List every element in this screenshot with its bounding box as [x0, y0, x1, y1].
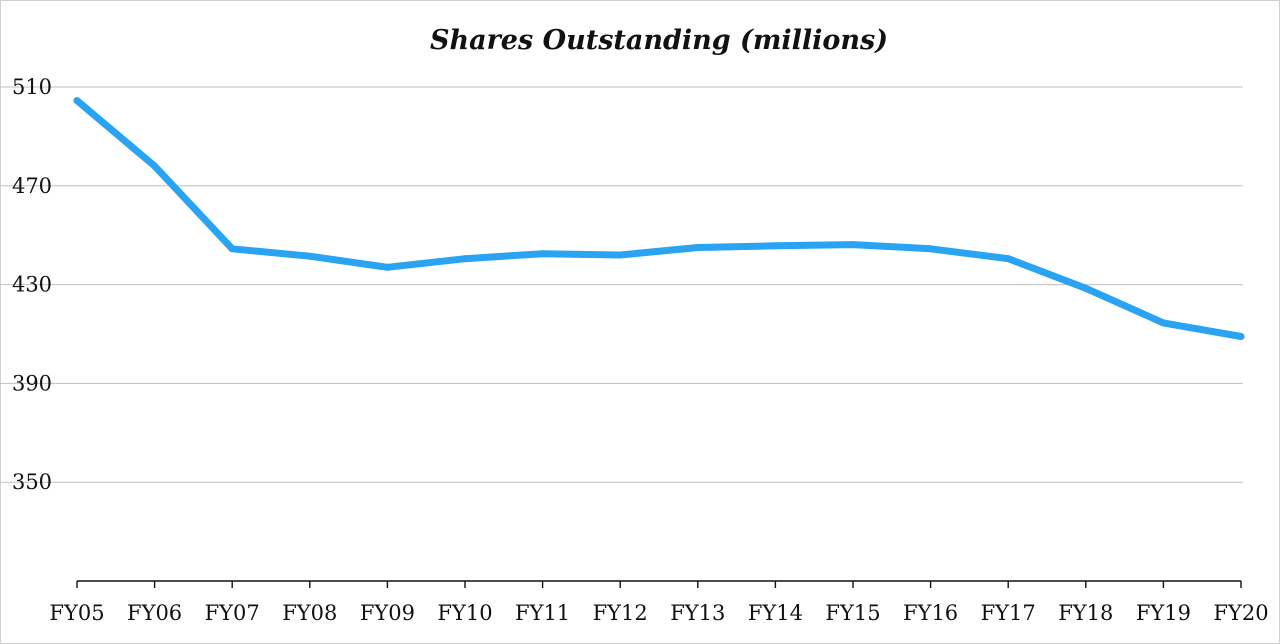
series-line: [73, 97, 1245, 340]
data-point-FY20: [1237, 332, 1245, 340]
y-tick-label: 350: [12, 470, 52, 494]
x-tick-label: FY10: [437, 601, 492, 625]
data-point-FY15: [849, 241, 857, 249]
data-point-FY16: [927, 245, 935, 253]
x-tick-label: FY11: [515, 601, 570, 625]
x-tick-label: FY14: [748, 601, 803, 625]
x-tick-label: FY17: [981, 601, 1036, 625]
y-tick-label: 510: [12, 75, 52, 99]
data-point-FY07: [228, 245, 236, 253]
x-tick-label: FY19: [1136, 601, 1191, 625]
data-point-FY09: [383, 263, 391, 271]
x-tick-label: FY08: [282, 601, 337, 625]
data-point-FY11: [539, 250, 547, 258]
x-tick-label: FY12: [593, 601, 648, 625]
x-tick-label: FY20: [1213, 601, 1268, 625]
y-tick-label: 430: [12, 273, 52, 297]
data-point-FY13: [694, 244, 702, 252]
x-tick-label: FY07: [205, 601, 260, 625]
y-tick-label: 470: [12, 174, 52, 198]
x-tick-label: FY05: [49, 601, 104, 625]
chart-title: Shares Outstanding (millions): [430, 25, 888, 56]
data-point-FY05: [73, 97, 81, 105]
x-tick-label: FY18: [1058, 601, 1113, 625]
x-tick-label: FY09: [360, 601, 415, 625]
data-point-FY12: [616, 251, 624, 259]
x-tick-label: FY16: [903, 601, 958, 625]
data-point-FY14: [771, 242, 779, 250]
data-point-FY06: [151, 162, 159, 170]
y-tick-label: 390: [12, 371, 52, 395]
data-point-FY10: [461, 255, 469, 263]
x-tick-label: FY13: [670, 601, 725, 625]
data-point-FY18: [1082, 284, 1090, 292]
gridlines: [0, 86, 1243, 483]
x-tick-label: FY06: [127, 601, 182, 625]
series: [73, 97, 1245, 340]
y-tick-labels: 510 470 430 390 350: [12, 75, 52, 494]
x-tick-label: FY15: [825, 601, 880, 625]
x-axis: [76, 580, 1242, 588]
data-point-FY17: [1004, 255, 1012, 263]
x-tick-labels: FY05 FY06 FY07 FY08 FY09 FY10 FY11 FY12 FY13 FY14…: [49, 601, 1268, 625]
data-point-FY08: [306, 252, 314, 260]
data-point-FY19: [1159, 319, 1167, 327]
